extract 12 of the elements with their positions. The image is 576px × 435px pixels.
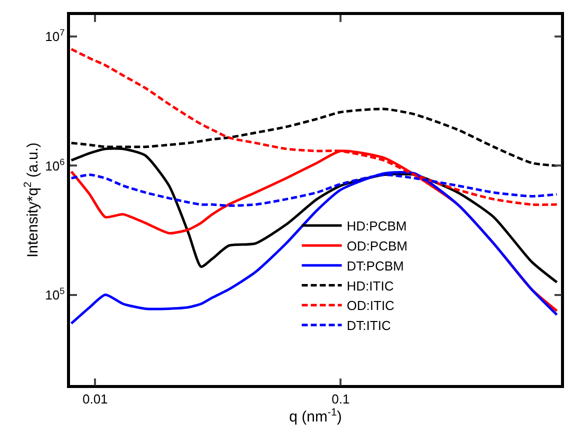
x-axis-title: q (nm$^{-1}$)	[289, 406, 342, 426]
legend-label: HD:ITIC	[346, 278, 394, 294]
x-tick-label: 0.01	[82, 391, 108, 406]
legend-label: DT:PCBM	[346, 258, 404, 274]
x-tick-label: 0.1	[332, 391, 350, 406]
legend-label: OD:PCBM	[346, 238, 408, 254]
legend-label: HD:PCBM	[346, 218, 407, 234]
y-tick-label: 10$^{7}$	[45, 28, 65, 44]
legend-label: DT:ITIC	[346, 318, 391, 334]
y-tick-label: 10$^{6}$	[45, 156, 65, 174]
y-tick-label: 10$^{5}$	[45, 286, 65, 302]
legend-label: OD:ITIC	[346, 298, 394, 314]
